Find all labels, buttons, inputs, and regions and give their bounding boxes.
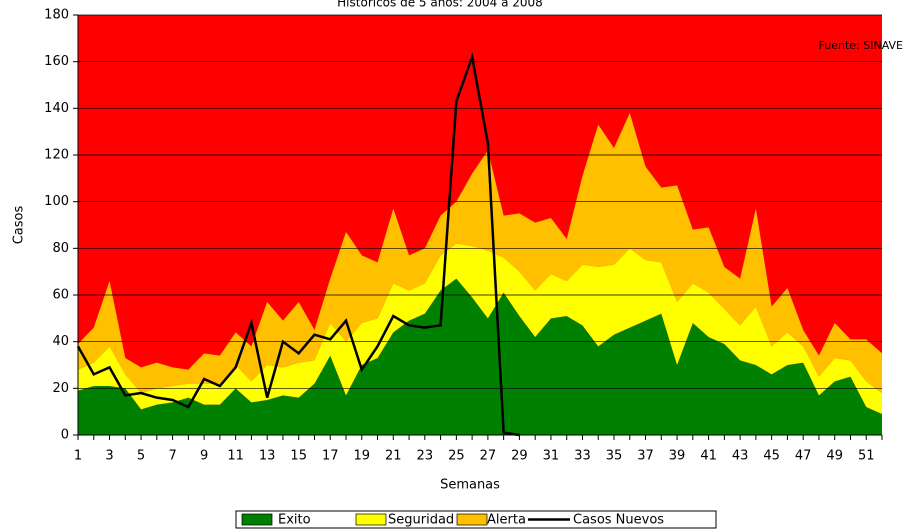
x-tick-label: 25 <box>448 449 465 464</box>
x-tick-label: 21 <box>385 449 402 464</box>
area <box>78 113 882 393</box>
x-tick-label: 33 <box>574 449 591 464</box>
x-tick-label: 47 <box>795 449 812 464</box>
legend-swatch <box>355 513 387 526</box>
x-tick-label: 41 <box>700 449 717 464</box>
x-tick-label: 35 <box>606 449 623 464</box>
x-tick-label: 29 <box>511 449 528 464</box>
x-tick-label: 1 <box>74 449 82 464</box>
y-tick-label: 80 <box>52 241 69 256</box>
y-tick-label: 180 <box>44 8 69 23</box>
y-tick-label: 100 <box>44 194 69 209</box>
x-tick-label: 3 <box>105 449 113 464</box>
y-tick-label: 60 <box>52 288 69 303</box>
legend-label: Alerta <box>487 513 526 528</box>
y-tick-label: 120 <box>44 148 69 163</box>
legend-label: Exito <box>278 513 311 528</box>
x-tick-label: 49 <box>826 449 843 464</box>
x-tick-label: 13 <box>259 449 276 464</box>
chart-title: Históricos de 5 años: 2004 a 2008 <box>337 0 543 10</box>
y-tick-label: 160 <box>44 54 69 69</box>
x-tick-label: 17 <box>322 449 339 464</box>
x-tick-label: 5 <box>137 449 145 464</box>
x-tick-label: 19 <box>353 449 370 464</box>
x-tick-label: 9 <box>200 449 208 464</box>
x-tick-label: 31 <box>543 449 560 464</box>
x-tick-label: 43 <box>732 449 749 464</box>
y-axis-label: Casos <box>12 206 27 245</box>
line <box>76 52 520 437</box>
x-tick-label: 37 <box>637 449 654 464</box>
y-tick-label: 40 <box>52 334 69 349</box>
x-tick-label: 11 <box>227 449 244 464</box>
y-tick-label: 140 <box>44 101 69 116</box>
legend-label: Casos Nuevos <box>573 513 664 528</box>
annotation: Fuente: SINAVE <box>819 39 904 52</box>
x-tick-label: 27 <box>480 449 497 464</box>
legend-label: Seguridad <box>388 513 454 528</box>
area <box>78 243 882 414</box>
x-axis-label: Semanas <box>440 478 500 493</box>
y-tick-label: 20 <box>52 381 69 396</box>
legend-swatch <box>241 513 273 526</box>
x-tick-label: 7 <box>168 449 176 464</box>
x-tick-label: 39 <box>669 449 686 464</box>
y-tick-label: 0 <box>61 428 69 443</box>
x-tick-label: 45 <box>763 449 780 464</box>
x-tick-label: 23 <box>417 449 434 464</box>
x-tick-label: 15 <box>290 449 307 464</box>
legend-swatch <box>456 513 488 526</box>
area <box>78 278 882 435</box>
x-tick-label: 51 <box>858 449 875 464</box>
